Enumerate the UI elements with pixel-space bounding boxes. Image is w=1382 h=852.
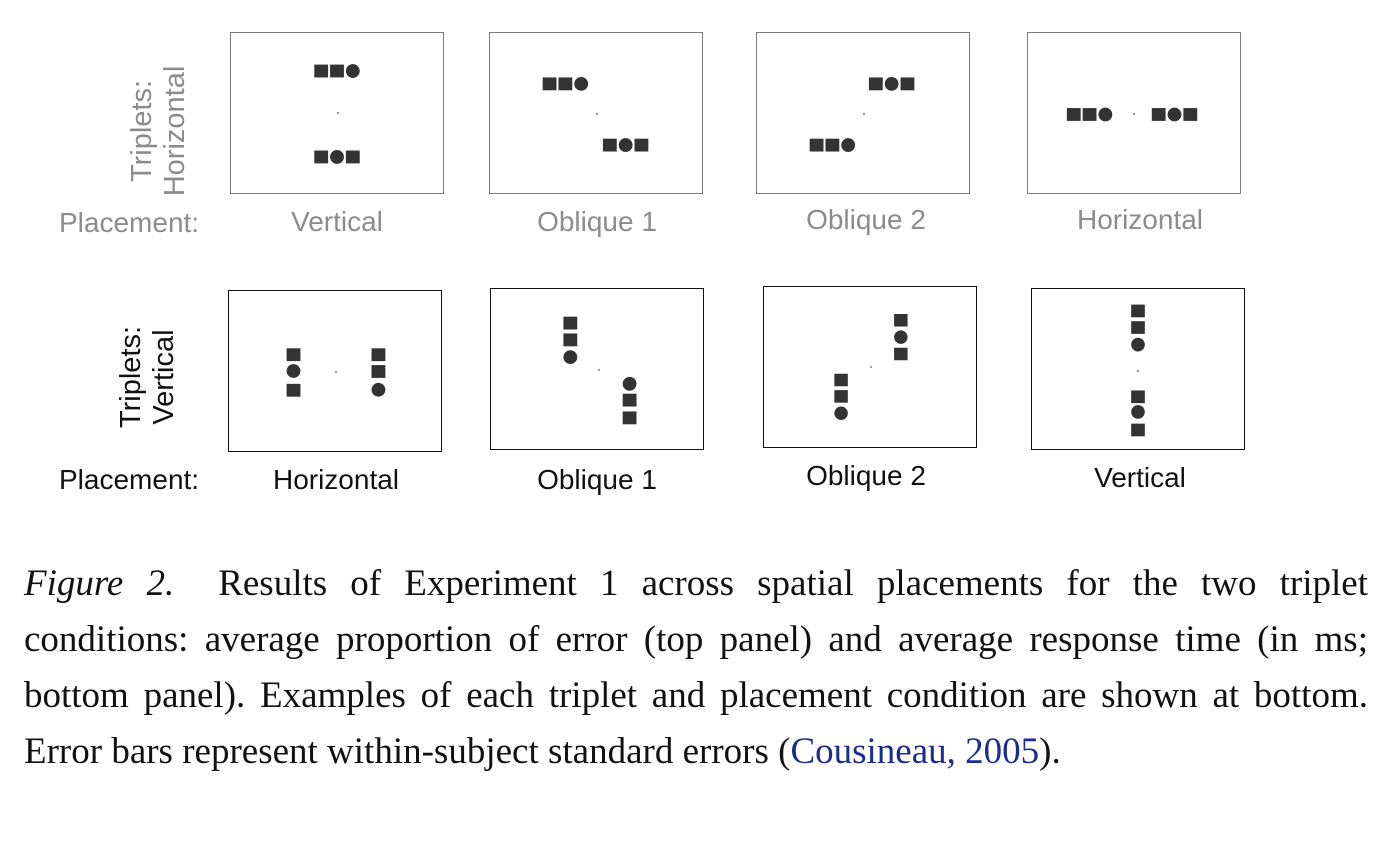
top-row-label-line1: Triplets: (126, 79, 158, 183)
stimulus-bottom-horizontal (286, 348, 386, 397)
stimulus-top-oblique2 (809, 76, 915, 153)
circle-shape (1131, 405, 1145, 419)
circle-shape (618, 138, 633, 153)
circle-shape (834, 406, 848, 420)
bottom-condition-label-1: Horizontal (272, 464, 400, 495)
fixation-dot (869, 365, 873, 369)
square-shape (1151, 108, 1166, 121)
circle-shape (841, 138, 856, 153)
fixation-dot (1132, 112, 1136, 116)
square-shape (314, 64, 329, 78)
square-shape (1066, 108, 1081, 121)
square-shape (834, 373, 848, 387)
caption-body: Results of Experiment 1 across spatial p… (24, 563, 1368, 772)
circle-shape (286, 364, 301, 378)
stimulus-panel-bottom-vertical (1031, 288, 1245, 450)
top-condition-label-2: Oblique 1 (537, 206, 657, 237)
fixation-dot (1136, 369, 1140, 373)
fixation-dot (862, 112, 866, 116)
square-shape (834, 390, 848, 403)
circle-shape (345, 64, 360, 78)
stimulus-panel-bottom-oblique1 (490, 288, 704, 450)
square-shape (1131, 390, 1145, 404)
circle-shape (574, 76, 589, 91)
stimulus-panel-top-oblique1 (489, 32, 703, 194)
stimulus-top-horizontal (1066, 107, 1198, 122)
stimulus-panel-top-horizontal (1027, 32, 1241, 194)
square-shape (894, 314, 908, 327)
stimulus-panel-top-oblique2 (756, 32, 970, 194)
circle-shape (330, 150, 344, 164)
square-shape (634, 138, 649, 152)
fixation-dot (336, 111, 340, 115)
figure-number: Figure 2. (24, 563, 175, 604)
square-shape (1131, 423, 1145, 437)
circle-shape (1167, 107, 1182, 122)
circle-shape (1131, 337, 1145, 352)
square-shape (868, 77, 883, 91)
stimulus-bottom-vertical (1131, 304, 1145, 437)
circle-shape (1098, 107, 1113, 122)
square-shape (1183, 108, 1198, 121)
figure-caption: Figure 2. Results of Experiment 1 across … (24, 556, 1368, 780)
caption-end: ). (1039, 731, 1061, 772)
circle-shape (563, 350, 578, 365)
top-condition-label-4: Horizontal (1076, 204, 1204, 235)
top-row-placement-label: Placement: (59, 207, 200, 238)
square-shape (330, 64, 344, 78)
fixation-dot (597, 368, 601, 372)
stimulus-bottom-oblique1 (563, 316, 637, 425)
circle-shape (371, 382, 386, 397)
bottom-condition-label-4: Vertical (1094, 462, 1186, 493)
square-shape (602, 138, 617, 152)
stimulus-top-vertical (314, 64, 360, 164)
square-shape (345, 150, 360, 164)
square-shape (809, 138, 824, 152)
citation-link[interactable]: Cousineau, 2005 (790, 731, 1040, 772)
bottom-row-label-line2: Vertical (148, 329, 180, 425)
square-shape (563, 316, 578, 330)
stimulus-panel-top-vertical (230, 32, 444, 194)
circle-shape (884, 76, 899, 91)
square-shape (558, 77, 573, 91)
stimulus-bottom-oblique2 (834, 314, 908, 420)
top-row-label: Triplets: Horizontal (126, 43, 192, 219)
square-shape (286, 348, 301, 362)
square-shape (622, 393, 637, 407)
circle-shape (622, 376, 637, 391)
bottom-row-label: Triplets: Vertical (115, 289, 181, 465)
top-condition-label-1: Vertical (291, 206, 383, 237)
square-shape (371, 365, 386, 378)
square-shape (1131, 304, 1145, 318)
bottom-row-label-line1: Triplets: (115, 325, 147, 429)
square-shape (825, 138, 840, 152)
square-shape (1131, 321, 1145, 334)
square-shape (371, 348, 386, 362)
square-shape (314, 150, 329, 164)
stimulus-top-oblique1 (542, 76, 649, 153)
stimulus-panel-bottom-oblique2 (763, 286, 977, 448)
bottom-condition-label-3: Oblique 2 (806, 460, 926, 491)
stimulus-panel-bottom-horizontal (228, 290, 442, 452)
top-condition-label-3: Oblique 2 (806, 204, 926, 235)
circle-shape (894, 330, 908, 344)
square-shape (894, 347, 908, 361)
square-shape (542, 77, 557, 91)
square-shape (286, 383, 301, 397)
figure-2: Triplets: Horizontal (59, 32, 1245, 495)
fixation-dot (595, 112, 599, 116)
top-row-label-line2: Horizontal (159, 65, 191, 197)
square-shape (900, 77, 915, 91)
fixation-dot (334, 370, 338, 374)
square-shape (622, 411, 637, 425)
bottom-condition-label-2: Oblique 1 (537, 464, 657, 495)
square-shape (1082, 108, 1097, 121)
bottom-row-placement-label: Placement: (59, 464, 200, 495)
square-shape (563, 333, 578, 347)
